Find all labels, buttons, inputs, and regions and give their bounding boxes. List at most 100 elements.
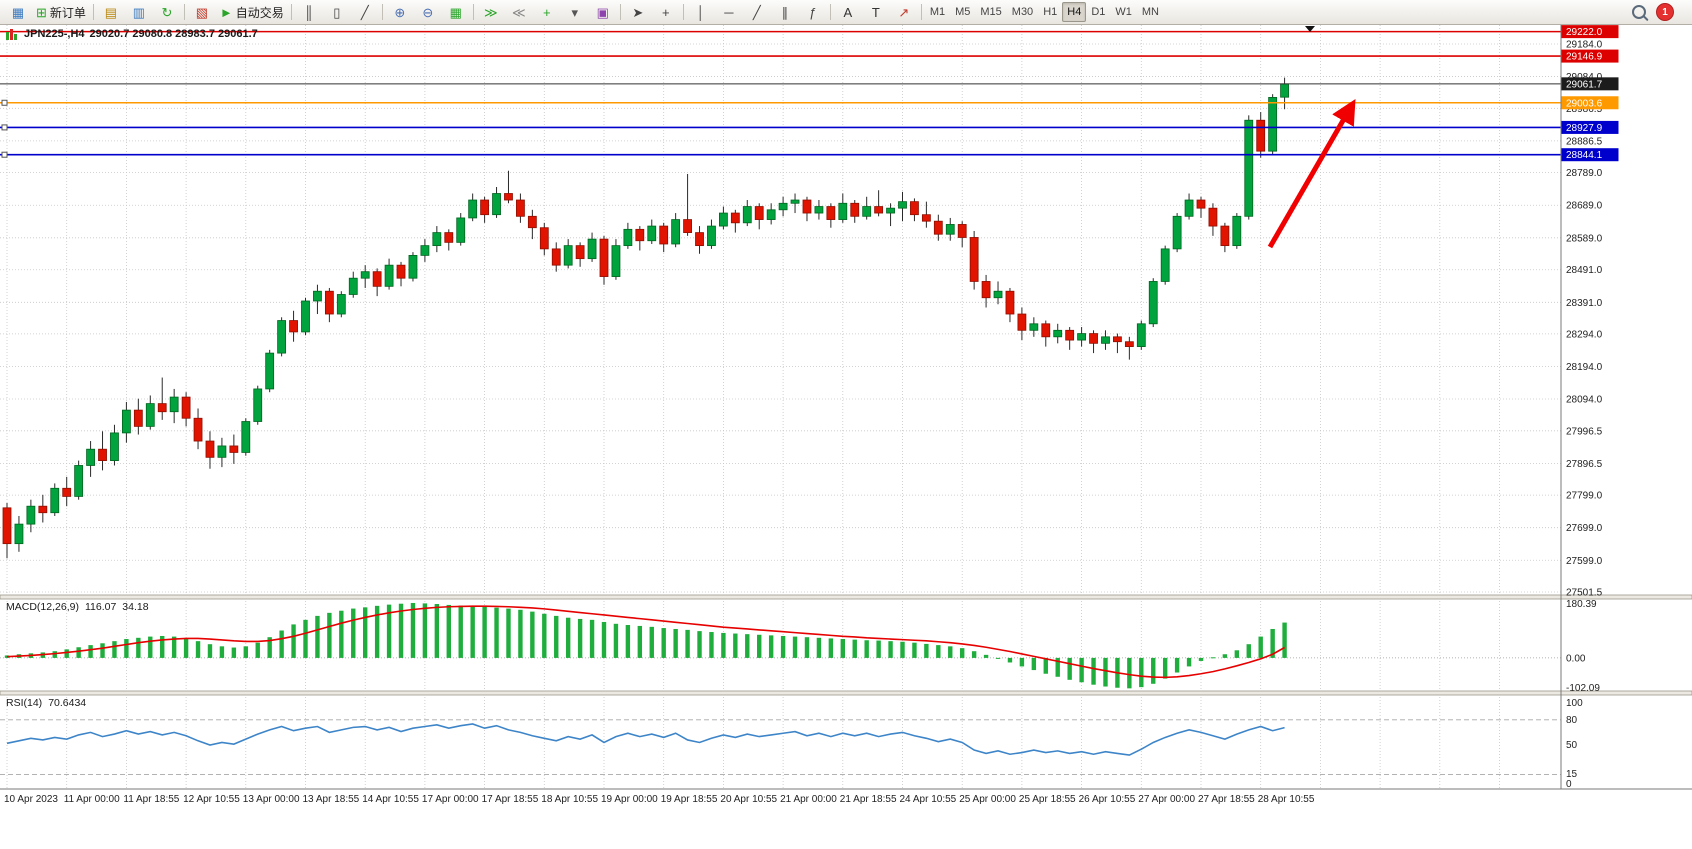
refresh-button[interactable]: ↻ [153, 1, 181, 23]
svg-text:27996.5: 27996.5 [1566, 426, 1603, 437]
panel-splitter[interactable] [0, 594, 1692, 600]
periods-button[interactable]: ▾ [561, 1, 589, 23]
candle [241, 421, 251, 453]
candle [313, 290, 322, 302]
channel-icon: ∥ [781, 4, 789, 20]
chart-shift-icon: ≪ [512, 4, 526, 20]
chart-shift-button[interactable]: ≪ [505, 1, 533, 23]
terminal-button[interactable]: ▧ [188, 1, 216, 23]
candle [480, 199, 490, 216]
terminal-icon: ▧ [195, 4, 209, 20]
text-button[interactable]: A [834, 1, 862, 23]
time-label: 21 Apr 00:00 [780, 794, 837, 805]
indicators-button[interactable]: + [533, 1, 561, 23]
zoom-out-icon: ⊖ [422, 4, 434, 20]
resistance-line-1-price-label [1561, 25, 1619, 39]
svg-text:27896.5: 27896.5 [1566, 459, 1603, 470]
candle [86, 448, 95, 466]
profiles-button[interactable]: ▤ [97, 1, 125, 23]
text-label-button[interactable]: T [862, 1, 890, 23]
toolbar-separator [92, 4, 94, 20]
candle [133, 409, 143, 427]
new-chart-button[interactable]: ▦ [4, 1, 32, 23]
blue-support-line-2-handle[interactable] [1, 151, 8, 158]
macd-signal-value: 34.18 [122, 601, 149, 613]
arrows-icon: ↗ [898, 4, 910, 20]
macd-signal-line [6, 605, 1285, 679]
time-label: 11 Apr 18:55 [123, 794, 179, 805]
orange-support-line-handle[interactable] [1, 99, 8, 106]
svg-text:29003.6: 29003.6 [1566, 98, 1603, 109]
time-label: 27 Apr 18:55 [1198, 794, 1255, 805]
trend-arrow[interactable] [1267, 98, 1356, 249]
zoom-out-button[interactable]: ⊖ [414, 1, 442, 23]
candle [360, 271, 370, 279]
chart-header: JPN225-,H4 29020.7 29080.8 28983.7 29061… [6, 28, 258, 40]
channel-button[interactable]: ∥ [771, 1, 799, 23]
timeframe-m30-button[interactable]: M30 [1011, 6, 1034, 18]
timeframe-d1-button[interactable]: D1 [1091, 6, 1106, 18]
arrow-annotation[interactable] [1267, 98, 1356, 249]
candle [742, 206, 752, 224]
price-axis: 29184.029084.028986.528886.528789.028689… [1560, 25, 1619, 790]
search-icon[interactable] [1632, 5, 1646, 19]
tile-windows-button[interactable]: ▦ [442, 1, 470, 23]
timeframe-h1-button[interactable]: H1 [1043, 6, 1058, 18]
timeframe-m5-button[interactable]: M5 [955, 6, 971, 18]
timeframe-m15-button[interactable]: M15 [980, 6, 1002, 18]
refresh-icon: ↻ [161, 4, 173, 20]
chart-candles-button[interactable]: ▯ [323, 1, 351, 23]
time-label: 18 Apr 10:55 [541, 794, 598, 805]
candle [1017, 313, 1027, 331]
zoom-in-button[interactable]: ⊕ [386, 1, 414, 23]
time-label: 17 Apr 00:00 [422, 794, 479, 805]
notification-badge[interactable]: 1 [1656, 3, 1674, 21]
autotrading-button[interactable]: ► 自动交易 [216, 1, 288, 23]
macd-indicator-label: MACD(12,26,9) 116.07 34.18 [6, 601, 149, 613]
candle [324, 290, 334, 315]
cursor-button[interactable]: ➤ [624, 1, 652, 23]
candle [98, 448, 107, 461]
new-order-button[interactable]: ⊞ 新订单 [32, 1, 90, 23]
candle [898, 201, 907, 209]
arrows-button[interactable]: ↗ [890, 1, 918, 23]
chart-bars-button[interactable]: ║ [295, 1, 323, 23]
toolbar-separator [290, 4, 292, 20]
chart-line-button[interactable]: ╱ [351, 1, 379, 23]
timeframe-h4-button[interactable]: H4 [1062, 2, 1087, 22]
fibonacci-button[interactable]: ƒ [799, 1, 827, 23]
candle [1268, 97, 1278, 152]
macd-main-value: 116.07 [84, 601, 117, 613]
time-label: 11 Apr 00:00 [64, 794, 120, 805]
templates-button[interactable]: ▣ [589, 1, 617, 23]
vertical-line-button[interactable]: │ [687, 1, 715, 23]
timeframe-w1-button[interactable]: W1 [1115, 6, 1132, 18]
svg-text:180.39: 180.39 [1566, 599, 1597, 610]
panel-splitter[interactable] [0, 690, 1692, 696]
candle [599, 238, 609, 277]
candle [707, 225, 716, 247]
horizontal-line-button[interactable]: ─ [715, 1, 743, 23]
toolbar-separator [183, 4, 185, 20]
chart-shift-marker[interactable] [1305, 26, 1315, 32]
candle [157, 403, 167, 413]
blue-support-line-1-handle[interactable] [1, 124, 8, 131]
crosshair-button[interactable]: + [652, 1, 680, 23]
candle [1065, 329, 1075, 341]
candle [539, 227, 549, 250]
candle [1160, 248, 1170, 282]
data-window-button[interactable]: ▥ [125, 1, 153, 23]
time-label: 28 Apr 10:55 [1258, 794, 1315, 805]
timeframe-m1-button[interactable]: M1 [929, 6, 946, 18]
toolbar: ▦ ⊞ 新订单 ▤ ▥ ↻ ▧ ► 自动交易 ║ ▯ ╱ ⊕ ⊖ ▦ ≫ ≪ + ▾ ▣ ➤ + │ ─ ╱ ∥ ƒ A T ↗ M1 M5 M… [0, 0, 1692, 25]
cursor-icon: ➤ [632, 4, 644, 20]
auto-scroll-button[interactable]: ≫ [477, 1, 505, 23]
timeframe-mn-button[interactable]: MN [1141, 6, 1159, 18]
trendline-button[interactable]: ╱ [743, 1, 771, 23]
autotrading-icon: ► [219, 4, 233, 20]
chart-canvas[interactable]: 29184.029084.028986.528886.528789.028689… [0, 25, 1692, 849]
candle [420, 245, 430, 256]
candle [587, 238, 597, 260]
candle [683, 219, 692, 233]
new-chart-icon: ▦ [11, 4, 25, 20]
